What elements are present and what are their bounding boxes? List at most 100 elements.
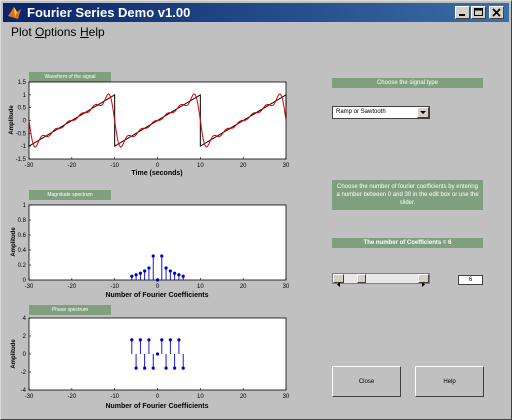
- x-tick-label: 30: [283, 394, 290, 400]
- signal-type-label: Choose the signal type: [332, 78, 483, 88]
- y-tick-label: 0.8: [18, 218, 27, 224]
- help-button[interactable]: Help: [415, 366, 484, 397]
- magnitude-stems: [130, 254, 185, 282]
- menu-plot-options[interactable]: Plot Options: [11, 25, 76, 39]
- x-tick-label: -10: [110, 394, 119, 400]
- matlab-logo-icon: [8, 7, 21, 19]
- phase-xticks: -30 -20 -10 0 10 20 30: [25, 388, 290, 400]
- stem-marker: [143, 366, 147, 370]
- stem-marker: [181, 366, 185, 370]
- y-tick-label: -1.5: [16, 157, 27, 163]
- dropdown-button[interactable]: [417, 107, 429, 118]
- stem-marker: [168, 269, 172, 273]
- y-tick-label: 0.5: [18, 106, 27, 112]
- menu-accelerator: O: [35, 25, 45, 39]
- stem-marker: [160, 338, 164, 342]
- stem-marker: [177, 338, 181, 342]
- phase-plot: -30 -20 -10 0 10 20 30 420-2-4 Number of Fouri…: [11, 316, 290, 410]
- menu-bar: Plot Options Help: [3, 23, 509, 42]
- arrow-left-icon: [337, 282, 340, 287]
- stem-marker: [173, 271, 177, 275]
- stem-marker: [151, 254, 155, 258]
- magnitude-axes: [28, 204, 287, 281]
- waveform-yticks: 1.5 1 0.5 0 -0.5 -1 -1.5: [16, 80, 31, 163]
- chevron-down-icon: [420, 111, 426, 114]
- stem-marker: [164, 266, 168, 270]
- x-tick-label: 0: [156, 394, 160, 400]
- x-tick-label: 0: [156, 284, 160, 290]
- y-tick-label: 4: [23, 316, 27, 322]
- stem-marker: [138, 271, 142, 275]
- coeff-slider[interactable]: [332, 273, 430, 287]
- phase-tag: Phase spectrum: [29, 305, 111, 315]
- magnitude-ylabel: Amplitude: [11, 227, 17, 257]
- coeff-edit-box[interactable]: 6: [458, 275, 483, 285]
- stem-marker: [134, 366, 138, 370]
- x-tick-label: -20: [67, 394, 76, 400]
- phase-ylabel: Amplitude: [11, 339, 17, 369]
- minimize-icon: [459, 14, 465, 16]
- magnitude-xticks: -30 -20 -10 0 10 20 30: [25, 278, 290, 290]
- y-tick-label: -1: [21, 144, 27, 150]
- menu-text: ptions: [44, 25, 77, 39]
- waveform-ylabel: Amplitude: [9, 105, 15, 135]
- x-tick-label: 10: [197, 163, 204, 169]
- waveform-tag: Waveform of the signal: [29, 72, 111, 82]
- slider-left-button[interactable]: [333, 274, 344, 287]
- y-tick-label: 0: [23, 352, 27, 358]
- menu-text: Plot: [11, 25, 36, 39]
- x-tick-label: -10: [110, 163, 119, 169]
- stem-marker: [151, 366, 155, 370]
- menu-help[interactable]: Help: [80, 25, 105, 39]
- phase-xlabel: Number of Fourier Coefficients: [105, 403, 208, 410]
- slider-right-button[interactable]: [418, 274, 429, 287]
- y-tick-label: 0: [23, 119, 27, 125]
- x-tick-label: 20: [240, 163, 247, 169]
- stem-marker: [181, 274, 185, 278]
- x-tick-label: -30: [25, 284, 34, 290]
- stem-marker: [134, 273, 138, 277]
- magnitude-xlabel: Number of Fourier Coefficients: [105, 292, 208, 299]
- y-tick-label: -0.5: [16, 131, 27, 137]
- menu-text: elp: [88, 25, 105, 39]
- stem-marker: [160, 254, 164, 258]
- y-tick-label: 0: [23, 278, 27, 284]
- y-tick-label: -4: [21, 388, 27, 394]
- stem-marker: [130, 338, 134, 342]
- stem-marker: [130, 274, 134, 278]
- stem-marker: [164, 366, 168, 370]
- stem-marker: [138, 338, 142, 342]
- window-title: Fourier Series Demo v1.00: [27, 5, 191, 20]
- y-tick-label: 0.2: [18, 263, 27, 269]
- signal-type-dropdown[interactable]: Ramp or Sawtooth: [332, 106, 430, 119]
- x-tick-label: -10: [110, 284, 119, 290]
- stem-marker: [147, 338, 151, 342]
- maximize-button[interactable]: [471, 6, 486, 19]
- stem-marker: [177, 273, 181, 277]
- x-tick-label: -30: [25, 394, 34, 400]
- y-tick-label: 0.4: [18, 248, 27, 254]
- minimize-button[interactable]: [455, 6, 470, 19]
- fourier-approx-line: [28, 93, 287, 148]
- x-tick-label: -20: [67, 163, 76, 169]
- close-window-button[interactable]: [489, 6, 504, 19]
- stem-marker: [173, 366, 177, 370]
- x-tick-label: 30: [283, 163, 290, 169]
- close-button[interactable]: Close: [332, 366, 401, 397]
- x-tick-label: 20: [240, 394, 247, 400]
- stem-marker: [143, 269, 147, 273]
- title-bar[interactable]: Fourier Series Demo v1.00: [3, 3, 509, 22]
- x-tick-label: 10: [197, 284, 204, 290]
- x-tick-label: 0: [156, 163, 160, 169]
- x-tick-label: -30: [25, 163, 34, 169]
- signal-type-value: Ramp or Sawtooth: [336, 109, 386, 115]
- y-tick-label: 1: [23, 203, 27, 209]
- y-tick-label: -2: [21, 370, 27, 376]
- menu-accelerator: H: [80, 25, 89, 39]
- stem-marker: [168, 338, 172, 342]
- phase-stems: [130, 338, 185, 370]
- y-tick-label: 1: [23, 93, 27, 99]
- slider-thumb[interactable]: [357, 274, 366, 283]
- y-tick-label: 0.6: [18, 233, 27, 239]
